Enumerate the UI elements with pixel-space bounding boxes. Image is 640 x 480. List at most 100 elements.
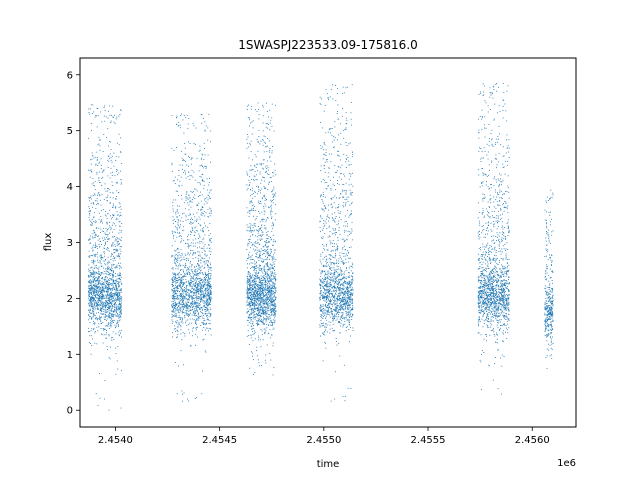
data-point [268,235,270,237]
data-point [101,278,103,280]
data-point [119,319,121,321]
data-point [256,355,258,357]
data-point [204,281,206,283]
data-point [200,294,202,296]
data-point [171,254,173,256]
data-point [108,282,110,283]
data-point [275,279,277,281]
data-point [178,275,180,277]
data-point [117,214,119,216]
data-point [89,219,91,221]
data-point [256,179,258,181]
data-point [202,273,204,275]
data-point [97,279,98,281]
data-point [112,270,114,272]
data-point [96,307,98,309]
data-point [182,285,184,287]
data-point [272,299,274,301]
data-point [275,310,277,311]
data-point [95,228,97,230]
data-point [94,256,96,258]
data-point [180,287,182,289]
data-point [250,209,252,211]
data-point [106,308,108,310]
data-point [98,326,100,328]
data-point [89,269,91,271]
data-point [105,337,107,339]
data-point [272,227,274,229]
data-point [253,244,255,246]
data-point [201,180,203,181]
data-point [267,265,269,267]
data-point [107,268,109,269]
data-point [208,250,210,252]
data-point [196,221,198,222]
data-point [98,282,100,284]
data-point [182,318,183,320]
data-point [101,121,103,123]
data-point [111,293,113,295]
data-point [92,278,94,280]
data-point [210,189,212,191]
data-point [121,182,122,184]
data-point [257,298,258,300]
data-point [109,293,111,295]
data-point [198,293,200,295]
data-point [184,289,186,291]
data-point [175,265,177,267]
data-point [95,294,97,295]
data-point [253,311,255,313]
data-point [118,265,120,266]
data-point [260,140,262,142]
data-point [205,313,207,315]
data-point [115,250,117,252]
data-point [270,201,272,203]
data-point [175,277,177,279]
data-point [183,298,185,299]
data-point [192,276,194,278]
data-point [174,310,176,312]
data-point [261,163,263,165]
data-point [105,315,107,317]
data-point [208,299,210,301]
data-point [101,291,103,293]
data-point [104,316,106,318]
data-point [252,190,254,192]
data-point [98,171,100,173]
data-point [190,159,192,161]
data-point [173,305,175,307]
data-point [115,291,117,293]
data-point [251,168,253,170]
data-point [261,211,263,213]
data-point [263,299,265,301]
data-point [248,285,250,287]
data-point [190,249,192,251]
data-point [201,299,203,301]
data-point [119,114,121,116]
data-point [259,255,261,257]
data-point [184,142,186,144]
data-point [258,271,260,273]
data-point [181,259,182,261]
data-point [120,206,122,208]
data-point [271,200,273,201]
data-point [209,293,211,295]
data-point [94,294,96,296]
data-point [248,316,250,318]
data-point [118,256,120,257]
data-point [111,304,113,305]
data-point [97,239,99,241]
data-point [177,324,179,326]
data-point [274,250,276,252]
data-point [256,262,258,264]
data-point [252,169,254,171]
data-point [247,330,249,332]
data-point [111,337,112,339]
data-point [210,209,212,211]
data-point [205,300,207,302]
data-point [107,228,109,230]
data-point [270,359,272,361]
data-point [120,290,122,292]
data-point [209,239,210,241]
data-point [102,328,104,329]
